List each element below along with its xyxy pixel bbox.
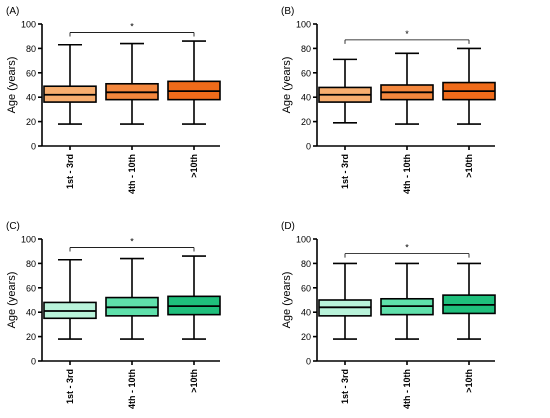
x-tick-label: 1st - 3rd — [340, 369, 350, 404]
y-tick-label: 0 — [306, 142, 311, 152]
y-tick-label: 20 — [26, 332, 36, 342]
x-tick-label: 4th - 10th — [127, 154, 137, 194]
panel-label: (C) — [6, 221, 20, 232]
y-tick-label: 80 — [26, 44, 36, 54]
panel-label: (A) — [6, 6, 19, 17]
y-tick-label: 60 — [301, 283, 311, 293]
x-tick-label: >10th — [189, 154, 199, 178]
y-tick-label: 60 — [26, 68, 36, 78]
y-axis-label: Age (years) — [281, 272, 293, 329]
y-tick-label: 0 — [31, 357, 36, 367]
x-tick-label: >10th — [464, 154, 474, 178]
significance-label: * — [405, 29, 409, 39]
y-tick-label: 40 — [301, 308, 311, 318]
y-tick-label: 80 — [26, 259, 36, 269]
y-tick-label: 80 — [301, 259, 311, 269]
x-tick-label: 1st - 3rd — [65, 154, 75, 189]
y-tick-label: 20 — [26, 117, 36, 127]
x-tick-label: 1st - 3rd — [340, 154, 350, 189]
y-tick-label: 60 — [301, 68, 311, 78]
y-axis-label: Age (years) — [281, 57, 293, 114]
y-tick-label: 100 — [296, 20, 311, 30]
significance-label: * — [130, 22, 134, 32]
y-tick-label: 20 — [301, 332, 311, 342]
x-tick-label: 1st - 3rd — [65, 369, 75, 404]
y-axis-label: Age (years) — [6, 272, 18, 329]
panel-d: (D) 0 20 40 60 80 100 Age (years) 1st - 3rd 4th -… — [281, 221, 496, 409]
y-tick-label: 100 — [21, 20, 36, 30]
panel-label: (B) — [281, 6, 294, 17]
y-tick-label: 40 — [301, 93, 311, 103]
x-tick-label: >10th — [189, 369, 199, 393]
x-tick-label: 4th - 10th — [402, 154, 412, 194]
panel-c: (C) 0 20 40 60 80 100 Age (years) 1st - 3rd 4th -… — [6, 221, 221, 409]
y-tick-label: 40 — [26, 308, 36, 318]
y-tick-label: 80 — [301, 44, 311, 54]
panel-label: (D) — [281, 221, 295, 232]
x-tick-label: 4th - 10th — [402, 369, 412, 409]
y-tick-label: 0 — [306, 357, 311, 367]
panel-b: (B) 0 20 40 60 80 100 Age (years) 1st - 3rd 4th -… — [281, 6, 496, 194]
y-tick-label: 20 — [301, 117, 311, 127]
y-tick-label: 0 — [31, 142, 36, 152]
y-tick-label: 100 — [296, 235, 311, 245]
y-axis-label: Age (years) — [6, 57, 18, 114]
significance-label: * — [130, 237, 134, 247]
x-tick-label: >10th — [464, 369, 474, 393]
y-tick-label: 60 — [26, 283, 36, 293]
significance-label: * — [405, 243, 409, 253]
y-tick-label: 40 — [26, 93, 36, 103]
y-tick-label: 100 — [21, 235, 36, 245]
x-tick-label: 4th - 10th — [127, 369, 137, 409]
panel-a: (A) 0 20 40 60 80 100 Age (years) 1st - 3rd 4th -… — [6, 6, 221, 194]
